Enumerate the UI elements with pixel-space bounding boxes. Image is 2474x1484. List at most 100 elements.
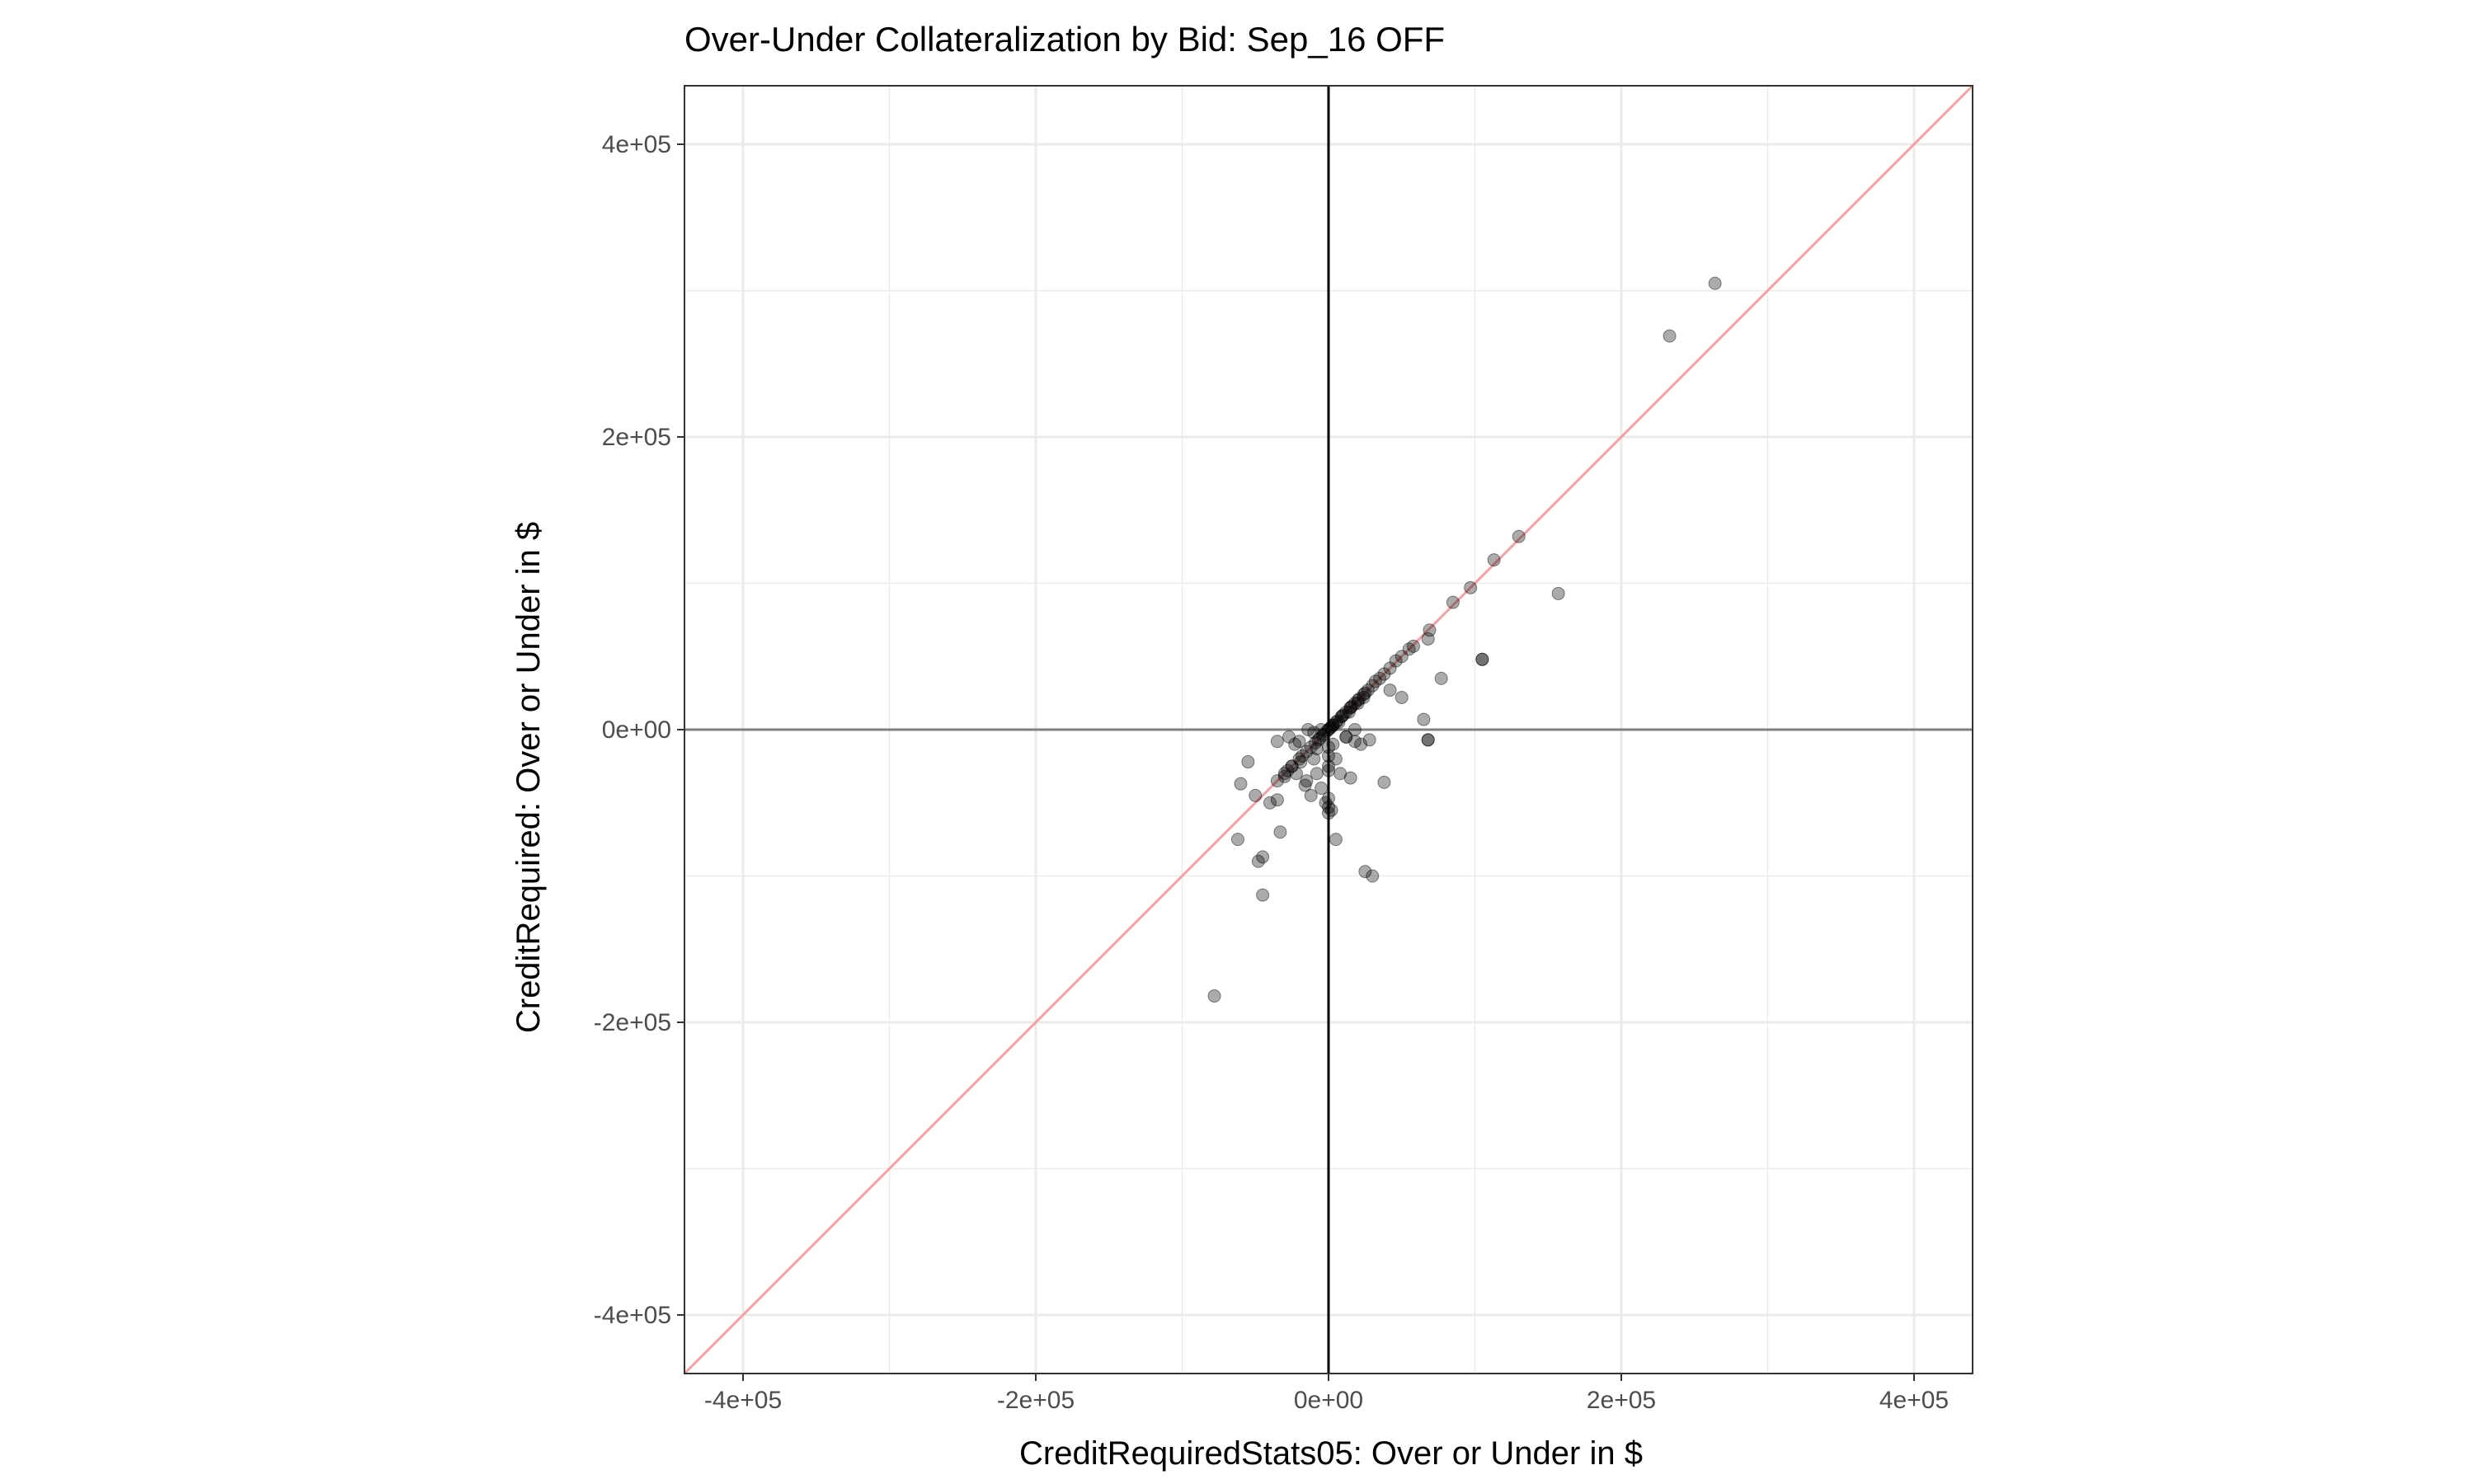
y-tick-label: 4e+05 — [602, 131, 671, 158]
data-point — [1389, 654, 1403, 668]
data-point — [1310, 742, 1324, 756]
data-point — [1329, 833, 1343, 847]
data-point — [1343, 701, 1357, 715]
data-point — [1357, 688, 1371, 702]
data-point — [1357, 690, 1371, 704]
data-point — [1207, 989, 1221, 1003]
data-point — [1315, 729, 1329, 743]
data-point — [1322, 759, 1335, 773]
data-point — [1300, 744, 1314, 758]
data-point — [1351, 693, 1365, 707]
data-point — [1322, 723, 1335, 736]
data-point — [1475, 652, 1489, 666]
data-point — [1313, 731, 1327, 745]
data-point — [1322, 806, 1335, 820]
data-point — [1307, 752, 1321, 766]
data-point — [1319, 796, 1333, 810]
data-point — [1366, 869, 1380, 883]
data-point — [1366, 679, 1380, 693]
data-point — [1330, 714, 1344, 728]
data-point — [1230, 833, 1244, 847]
data-point — [1322, 801, 1335, 815]
data-point — [1421, 632, 1435, 646]
x-tick-label: 4e+05 — [1879, 1387, 1949, 1414]
data-point — [1345, 699, 1359, 713]
plot-area: -4e+05 -2e+05 0e+00 2e+05 4e+05 -4e+05 -2e+05 0… — [594, 84, 1974, 1414]
data-point — [1406, 639, 1420, 653]
data-point — [1663, 329, 1677, 343]
data-point — [1421, 733, 1435, 747]
data-point — [1322, 740, 1335, 754]
data-point — [1475, 652, 1489, 666]
data-point — [1289, 767, 1303, 781]
x-tick-label: 0e+00 — [1294, 1387, 1363, 1414]
data-point — [1323, 721, 1337, 735]
data-point — [1322, 763, 1335, 777]
data-point — [1270, 774, 1284, 788]
data-point — [1326, 718, 1340, 732]
x-tick-label: -4e+05 — [704, 1387, 782, 1414]
data-point — [1311, 733, 1325, 747]
chart-title: Over-Under Collateralization by Bid: Sep… — [684, 20, 1445, 59]
data-point — [1358, 865, 1372, 879]
data-point — [1270, 793, 1284, 807]
data-point — [1256, 850, 1270, 864]
data-point — [1251, 854, 1265, 868]
data-point — [1351, 697, 1365, 711]
data-point — [1377, 775, 1391, 789]
data-point — [1551, 586, 1565, 600]
data-point — [1348, 723, 1362, 736]
data-point — [1329, 716, 1343, 730]
data-point — [1334, 710, 1348, 724]
data-point — [1304, 740, 1318, 754]
y-tick-label: -2e+05 — [594, 1009, 671, 1036]
data-point — [1294, 755, 1308, 769]
data-point — [1421, 733, 1435, 747]
data-point — [1329, 752, 1343, 766]
x-tick-label: 2e+05 — [1587, 1387, 1656, 1414]
data-point — [1270, 735, 1284, 749]
data-point — [1277, 767, 1291, 781]
data-point — [1304, 788, 1318, 802]
data-point — [1282, 730, 1296, 744]
data-point — [1326, 718, 1340, 732]
y-tick-label: -4e+05 — [594, 1302, 671, 1329]
data-point — [1362, 733, 1376, 747]
data-point — [1249, 788, 1263, 802]
data-point — [1434, 671, 1448, 685]
data-point — [1708, 276, 1722, 290]
data-point — [1352, 692, 1366, 706]
data-point — [1285, 759, 1299, 773]
data-point — [1348, 697, 1362, 711]
data-point — [1377, 667, 1391, 681]
data-point — [1285, 759, 1299, 773]
data-point — [1358, 686, 1372, 700]
data-point — [1423, 623, 1437, 637]
data-point — [1324, 720, 1338, 734]
data-point — [1241, 755, 1255, 769]
data-point — [1277, 769, 1291, 783]
data-point — [1320, 724, 1334, 738]
x-axis-title: CreditRequiredStats05: Over or Under in … — [1019, 1435, 1643, 1472]
data-point — [1487, 553, 1501, 567]
data-point — [1263, 796, 1277, 810]
data-point — [1256, 888, 1270, 902]
data-point — [1339, 730, 1353, 744]
data-point — [1300, 774, 1314, 788]
data-point — [1310, 767, 1324, 781]
data-point — [1234, 777, 1248, 791]
data-point — [1368, 674, 1382, 688]
data-point — [1292, 735, 1306, 749]
data-point — [1373, 671, 1387, 685]
data-point — [1307, 726, 1321, 740]
data-point — [1281, 763, 1295, 777]
data-point — [1322, 749, 1335, 763]
data-point — [1446, 595, 1460, 609]
data-point — [1361, 683, 1375, 697]
data-point — [1343, 771, 1357, 785]
data-point — [1326, 737, 1340, 751]
data-point — [1333, 767, 1348, 781]
data-point — [1296, 749, 1310, 763]
data-point — [1301, 723, 1315, 736]
